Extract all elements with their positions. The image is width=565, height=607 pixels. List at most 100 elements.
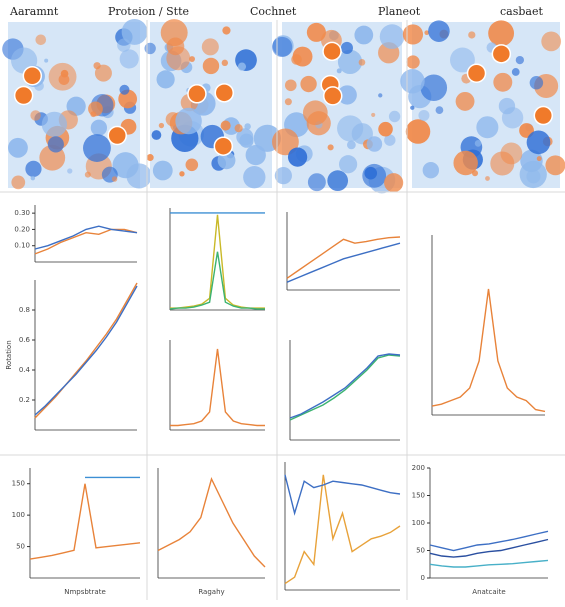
y-tick-label: 150	[12, 480, 25, 488]
map-bubble	[488, 20, 515, 47]
map-bubble	[166, 37, 185, 56]
series-line	[169, 251, 265, 310]
map-bubble	[93, 62, 101, 70]
map-bubble	[119, 84, 130, 95]
map-bubble	[541, 31, 562, 52]
series-line	[34, 282, 138, 419]
map-bubble	[354, 25, 374, 45]
series-line	[429, 559, 549, 568]
map-bubble	[300, 75, 317, 93]
y-tick-label: 0.30	[14, 209, 30, 217]
map-marker	[322, 86, 343, 106]
map-bubble	[388, 110, 401, 123]
series-line	[289, 354, 401, 421]
y-axis-label: Rotation	[5, 340, 13, 369]
map-bubble	[47, 136, 64, 153]
map-bubble	[358, 58, 366, 66]
map-bubble	[498, 97, 516, 115]
series-line	[284, 474, 401, 585]
series-line	[34, 228, 138, 255]
map-bubble	[30, 175, 36, 181]
map-bubble	[500, 142, 523, 165]
map-bubble	[468, 31, 476, 39]
map-row	[2, 18, 565, 194]
map-bubble	[292, 46, 313, 67]
map-bubble	[410, 105, 415, 110]
map-bubble	[158, 122, 165, 129]
map-marker	[187, 84, 207, 104]
map-bubble	[474, 139, 482, 147]
column-header: casbaet	[500, 5, 543, 18]
map-bubble	[94, 64, 112, 82]
map-bubble	[420, 74, 448, 102]
series-line	[286, 236, 401, 279]
map-bubble	[455, 91, 475, 111]
y-tick-label: 0.2	[19, 396, 30, 404]
map-bubble	[271, 128, 299, 156]
x-axis-label: Ragahy	[198, 588, 224, 596]
map-bubble	[222, 26, 231, 35]
map-bubble	[337, 115, 364, 142]
map-bubble	[48, 62, 77, 91]
map-bubble	[30, 110, 41, 121]
y-tick-label: 0.6	[19, 336, 31, 344]
map-bubble	[189, 56, 195, 62]
map-bubble	[366, 136, 383, 152]
column-header: Aaramnt	[9, 5, 59, 18]
series-line	[431, 288, 546, 413]
map-bubble	[44, 58, 49, 63]
map-bubble	[337, 49, 363, 74]
map-bubble	[515, 55, 524, 65]
map-bubble	[221, 59, 229, 67]
map-bubble	[418, 109, 430, 121]
map-bubble	[35, 34, 47, 46]
map-bubble	[406, 55, 420, 69]
map-bubble	[156, 70, 175, 89]
map-bubble	[476, 116, 499, 139]
map-bubble	[400, 69, 425, 94]
map-bubble	[424, 30, 430, 36]
map-bubble	[336, 68, 342, 74]
y-tick-label: 0.4	[19, 366, 31, 374]
map-bubble	[526, 130, 551, 155]
series-line	[34, 225, 138, 250]
map-bubble	[152, 160, 173, 181]
map-bubble	[67, 168, 73, 174]
y-tick-label: 150	[412, 492, 425, 500]
map-bubble	[41, 111, 68, 137]
y-tick-label: 50	[416, 547, 425, 555]
series-line	[429, 538, 549, 558]
map-bubble	[179, 171, 185, 177]
map-bubble	[435, 106, 444, 114]
map-bubble	[307, 173, 326, 192]
y-tick-label: 200	[412, 464, 425, 472]
column-header: Cochnet	[250, 5, 297, 18]
map-bubble	[84, 171, 91, 178]
map-bubble	[378, 121, 393, 137]
series-line	[34, 285, 138, 416]
map-marker	[533, 105, 554, 126]
series-line	[29, 483, 141, 560]
column-header: Planeot	[378, 5, 421, 18]
map-bubble	[422, 162, 440, 179]
map-bubble	[327, 144, 334, 151]
x-axis-label: Nmpsbtrate	[64, 588, 106, 596]
map-bubble	[90, 111, 97, 118]
map-marker	[107, 125, 128, 146]
map-marker	[22, 66, 43, 86]
map-bubble	[402, 24, 424, 45]
map-bubble	[526, 169, 541, 184]
map-bubble	[327, 170, 349, 192]
map-marker	[13, 85, 34, 106]
map-bubble	[364, 166, 378, 180]
map-marker	[491, 44, 512, 64]
y-tick-label: 0.8	[19, 306, 30, 314]
map-bubble	[378, 93, 383, 98]
map-bubble	[244, 123, 251, 130]
series-line	[284, 474, 401, 516]
map-bubble	[428, 20, 450, 42]
map-bubble	[126, 163, 152, 189]
map-bubble	[202, 57, 220, 75]
y-tick-label: 100	[412, 519, 425, 527]
